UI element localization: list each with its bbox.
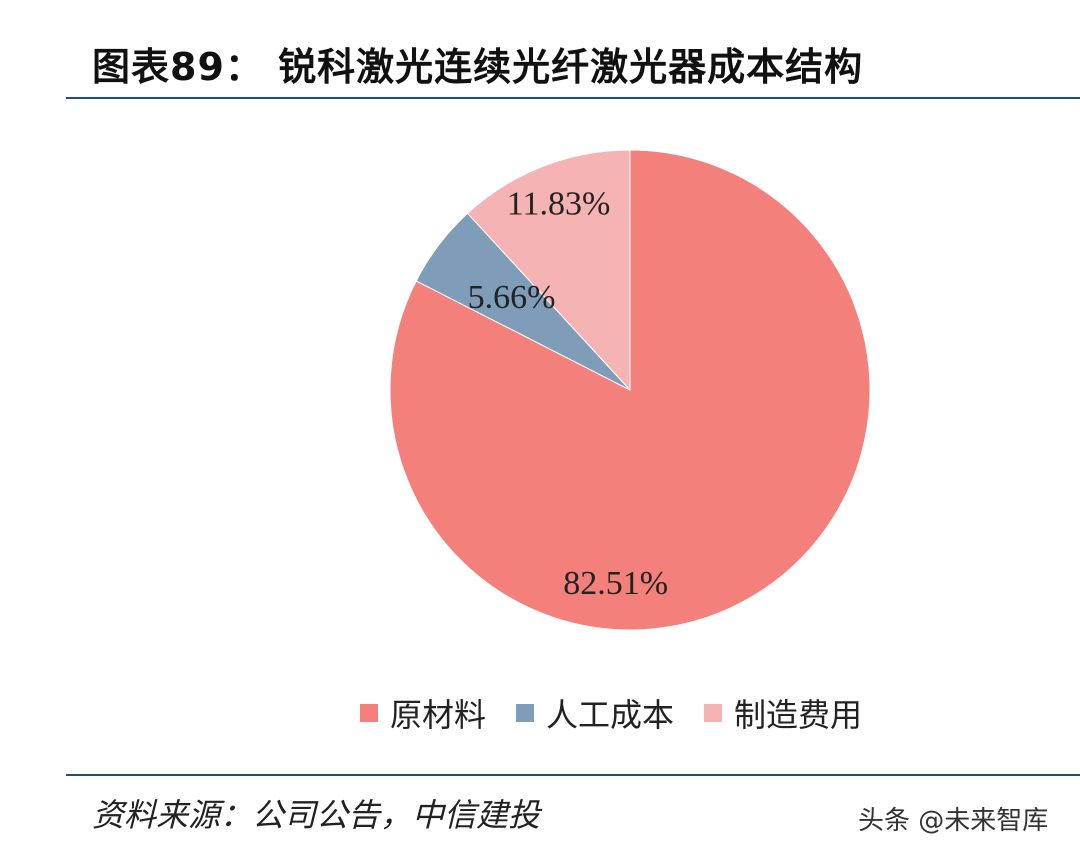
watermark-text: 头条 @未来智库 — [858, 806, 1049, 836]
pie-chart: 82.51% 5.66% 11.83% — [389, 149, 871, 631]
slice-manufacturing-expense — [466, 149, 631, 392]
slice-manufacturing-expense-label: 11.83% — [507, 185, 611, 222]
bottom-divider — [66, 774, 1080, 776]
legend-item-labor-cost: 人工成本 — [516, 690, 674, 736]
legend-swatch — [704, 704, 723, 722]
watermark: 头条 @未来智库 — [858, 800, 1048, 837]
slice-raw-materials-label: 82.51% — [563, 565, 668, 602]
legend-item-manufacturing-expense: 制造费用 — [704, 690, 862, 736]
legend: 原材料 人工成本 制造费用 — [360, 690, 862, 736]
legend-swatch — [516, 704, 535, 722]
legend-label: 原材料 — [390, 696, 487, 734]
legend-item-raw-materials: 原材料 — [360, 690, 486, 736]
chart-title: 图表89： 锐科激光连续光纤激光器成本结构 — [92, 45, 864, 89]
top-divider — [66, 97, 1080, 99]
legend-label: 人工成本 — [546, 696, 675, 734]
source-note: 资料来源：公司公告，中信建投 — [92, 796, 541, 834]
legend-swatch — [360, 704, 378, 722]
slice-labor-cost-label: 5.66% — [468, 279, 556, 316]
legend-label: 制造费用 — [734, 696, 863, 734]
